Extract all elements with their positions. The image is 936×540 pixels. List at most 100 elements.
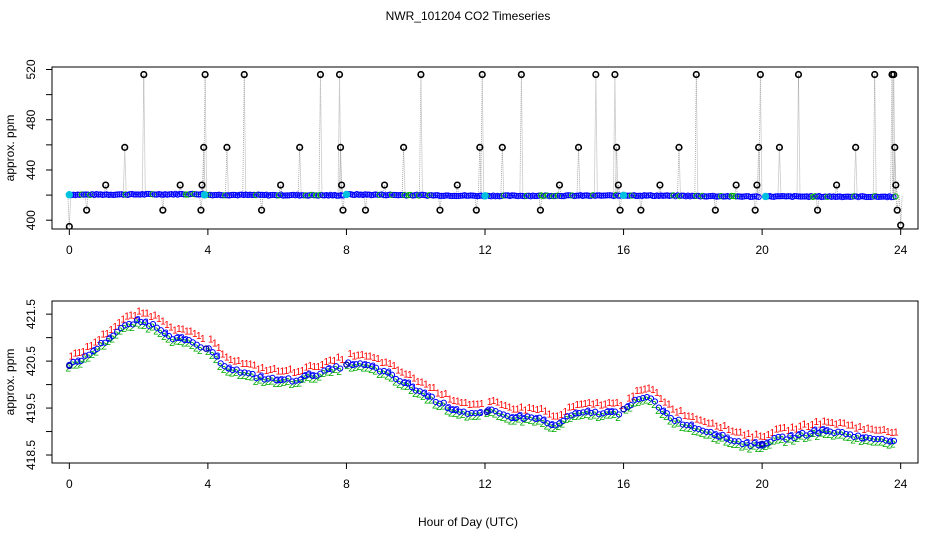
- series-1-label: 1: [802, 419, 808, 430]
- baseline-point: [221, 192, 229, 199]
- baseline-point: [531, 192, 538, 200]
- series-point: [779, 433, 786, 440]
- series-3-label: 3: [91, 346, 97, 357]
- series-2-label: 2: [583, 410, 589, 421]
- series-3-label: 3: [406, 379, 412, 390]
- series-point: [663, 410, 670, 417]
- flagged-point: [574, 143, 583, 151]
- series-point: [464, 410, 471, 417]
- baseline-point: [126, 191, 133, 198]
- baseline-point: [455, 192, 462, 200]
- series-1-label: 1: [168, 322, 174, 333]
- spike-connector: [243, 74, 247, 195]
- flagged-point: [257, 206, 266, 214]
- series-2-label: 2: [269, 376, 275, 387]
- series-2-label: 2: [125, 322, 131, 333]
- spike-connector: [893, 184, 897, 196]
- spike-connector: [122, 147, 126, 195]
- series-2-label: 2: [472, 412, 478, 423]
- series-point: [866, 435, 874, 442]
- series-point: [667, 414, 674, 422]
- series-point: [735, 438, 742, 445]
- series-1-label: 1: [427, 383, 433, 394]
- series-1-label: 1: [570, 402, 576, 413]
- baseline-point: [521, 193, 528, 200]
- series-2-label: 2: [659, 410, 665, 421]
- series-point: [679, 421, 686, 428]
- series-1-label: 1: [566, 403, 572, 414]
- spike-connector: [178, 184, 181, 195]
- series-2-label: 2: [591, 410, 597, 421]
- spike-connector: [658, 184, 661, 196]
- plot-area: 1212123121212123121212123121212121212123…: [66, 306, 900, 455]
- series-1-label: 1: [463, 398, 469, 409]
- series-3-label: 3: [717, 432, 723, 443]
- series-1-label: 1: [160, 317, 166, 328]
- series-1-label: 1: [809, 420, 815, 431]
- baseline-point: [691, 192, 698, 200]
- series-1-label: 1: [869, 424, 875, 435]
- series-point: [496, 410, 503, 417]
- series-1-label: 1: [642, 384, 648, 395]
- series-2-label: 2: [173, 336, 179, 347]
- series-point: [82, 352, 89, 359]
- series-1-label: 1: [455, 397, 461, 408]
- baseline-point: [430, 192, 437, 199]
- spike-connector: [278, 184, 282, 196]
- series-2-label: 2: [775, 436, 781, 447]
- series-1-label: 1: [614, 398, 620, 409]
- y-axis-label: approx. ppm: [3, 115, 17, 182]
- series-point: [763, 440, 770, 447]
- series-3-label: 3: [422, 388, 428, 399]
- series-2-label: 2: [213, 355, 219, 366]
- baseline-point: [230, 191, 237, 199]
- series-3-label: 3: [765, 438, 771, 449]
- series-2-label: 2: [663, 412, 669, 423]
- series-2-label: 2: [332, 365, 338, 376]
- flagged-point: [140, 70, 148, 79]
- series-point: [643, 393, 651, 401]
- series-1-label: 1: [638, 386, 644, 397]
- flagged-point: [711, 206, 719, 214]
- series-1-label: 1: [730, 427, 736, 438]
- series-2-label: 2: [552, 424, 558, 435]
- series-2-label: 2: [440, 401, 446, 412]
- series-3-label: 3: [410, 382, 416, 393]
- series-point: [627, 402, 635, 409]
- series-point: [74, 358, 81, 365]
- series-2-label: 2: [241, 371, 247, 382]
- spike-connector: [299, 147, 302, 196]
- series-1-label: 1: [212, 339, 218, 350]
- series-2-label: 2: [113, 330, 119, 341]
- spike-connector: [297, 147, 301, 196]
- series-2-label: 2: [404, 382, 410, 393]
- series-1-label: 1: [100, 330, 106, 341]
- series-3-label: 3: [625, 402, 631, 413]
- series-point: [456, 408, 463, 415]
- series-1-label: 1: [885, 427, 891, 438]
- series-2-label: 2: [488, 408, 494, 419]
- baseline-point: [446, 192, 454, 200]
- series-2-label: 2: [783, 438, 789, 449]
- series-2-label: 2: [496, 412, 502, 423]
- series-point: [540, 417, 547, 424]
- series-2-label: 2: [615, 413, 621, 424]
- spike-connector: [477, 147, 481, 196]
- spike-connector: [872, 74, 876, 197]
- series-2-label: 2: [723, 437, 729, 448]
- flagged-point: [756, 70, 764, 79]
- flagged-point: [200, 143, 208, 151]
- x-tick-label: 20: [755, 477, 769, 491]
- series-point: [835, 428, 842, 435]
- series-2-label: 2: [834, 430, 840, 441]
- series-3-label: 3: [812, 425, 818, 436]
- baseline-point: [244, 191, 251, 199]
- series-2-label: 2: [273, 379, 279, 390]
- series-2-label: 2: [651, 400, 657, 411]
- series-point: [102, 339, 109, 346]
- series-1-label: 1: [264, 366, 270, 377]
- series-2-label: 2: [492, 410, 498, 421]
- series-3-label: 3: [808, 429, 814, 440]
- series-1-label: 1: [188, 326, 194, 337]
